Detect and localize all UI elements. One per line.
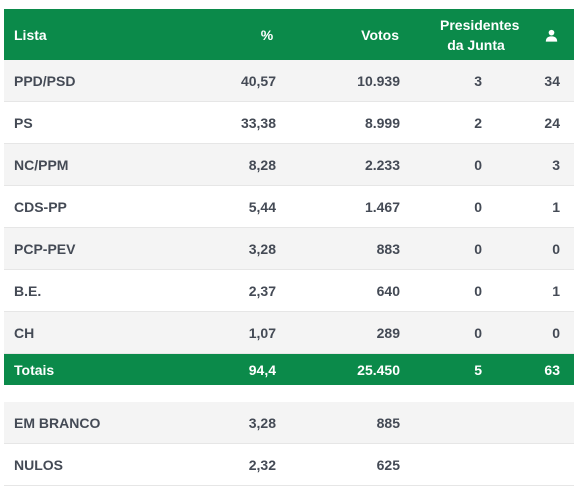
- row-percent: 5,44: [248, 198, 276, 215]
- row-presidentes: 0: [474, 156, 482, 173]
- totals-presidentes: 5: [474, 361, 482, 378]
- header-lista: Lista: [14, 26, 47, 43]
- row-mandatos: 3: [552, 156, 560, 173]
- row-presidentes: 2: [474, 114, 482, 131]
- totals-label: Totais: [14, 361, 55, 378]
- row-presidentes: 0: [474, 324, 482, 341]
- row-percent: 33,38: [240, 114, 276, 131]
- totals-votos: 25.450: [357, 361, 400, 378]
- row-votos: 289: [376, 324, 400, 341]
- row-mandatos: 1: [552, 198, 560, 215]
- row-votos: 1.467: [364, 198, 400, 215]
- row-votos: 640: [376, 282, 400, 299]
- row-votos: 8.999: [364, 114, 400, 131]
- table-row: PCP-PEV 3,28 883 0 0: [4, 228, 574, 270]
- null-votes-count: 625: [376, 456, 400, 473]
- table-header: Lista % Votos Presidentes da Junta: [4, 9, 574, 60]
- row-lista: PCP-PEV: [14, 240, 76, 257]
- null-votes-percent: 2,32: [248, 456, 276, 473]
- row-percent: 8,28: [248, 156, 276, 173]
- blank-votes-row: EM BRANCO 3,28 885: [4, 402, 574, 444]
- row-percent: 40,57: [240, 72, 276, 89]
- null-votes-label: NULOS: [14, 456, 63, 473]
- table-row: B.E. 2,37 640 0 1: [4, 270, 574, 312]
- table-row: PPD/PSD 40,57 10.939 3 34: [4, 60, 574, 102]
- row-votos: 883: [376, 240, 400, 257]
- row-presidentes: 0: [474, 240, 482, 257]
- table-row: PS 33,38 8.999 2 24: [4, 102, 574, 144]
- row-lista: CDS-PP: [14, 198, 67, 215]
- row-mandatos: 34: [544, 72, 560, 89]
- table-body: PPD/PSD 40,57 10.939 3 34 PS 33,38 8.999…: [4, 60, 574, 354]
- header-presidentes: Presidentes da Junta: [408, 15, 520, 55]
- blank-votes-count: 885: [376, 414, 400, 431]
- row-lista: PPD/PSD: [14, 72, 76, 89]
- row-percent: 3,28: [248, 240, 276, 257]
- row-lista: B.E.: [14, 282, 42, 299]
- row-presidentes: 0: [474, 198, 482, 215]
- table-row: CDS-PP 5,44 1.467 0 1: [4, 186, 574, 228]
- results-table: Lista % Votos Presidentes da Junta PPD/P…: [4, 9, 574, 486]
- blank-votes-percent: 3,28: [248, 414, 276, 431]
- row-presidentes: 3: [474, 72, 482, 89]
- blank-votes-label: EM BRANCO: [14, 414, 101, 431]
- totals-row: Totais 94,4 25.450 5 63: [4, 354, 574, 385]
- table-row: NC/PPM 8,28 2.233 0 3: [4, 144, 574, 186]
- row-presidentes: 0: [474, 282, 482, 299]
- row-mandatos: 1: [552, 282, 560, 299]
- spacer: [4, 385, 574, 402]
- row-lista: PS: [14, 114, 33, 131]
- header-presidentes-line2: da Junta: [447, 36, 505, 53]
- row-mandatos: 0: [552, 240, 560, 257]
- row-mandatos: 24: [544, 114, 560, 131]
- user-icon: [545, 30, 558, 42]
- header-votos: Votos: [361, 26, 399, 43]
- row-votos: 2.233: [364, 156, 400, 173]
- table-row: CH 1,07 289 0 0: [4, 312, 574, 354]
- row-percent: 1,07: [248, 324, 276, 341]
- row-percent: 2,37: [248, 282, 276, 299]
- row-lista: NC/PPM: [14, 156, 69, 173]
- header-presidentes-line1: Presidentes: [440, 16, 520, 33]
- totals-mandatos: 63: [544, 361, 560, 378]
- totals-percent: 94,4: [248, 361, 276, 378]
- header-mandates: [512, 27, 574, 43]
- row-mandatos: 0: [552, 324, 560, 341]
- row-votos: 10.939: [357, 72, 400, 89]
- row-lista: CH: [14, 324, 35, 341]
- header-percent: %: [260, 26, 274, 43]
